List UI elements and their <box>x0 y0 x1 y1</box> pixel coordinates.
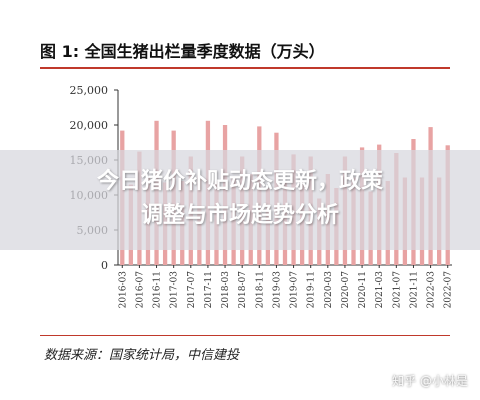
x-tick-label: 2019-07 <box>290 271 300 309</box>
y-tick-label: 0 <box>101 259 108 272</box>
x-tick-label: 2020-03 <box>324 271 334 309</box>
x-tick-label: 2018-07 <box>238 271 248 309</box>
y-tick-label: 20,000 <box>70 119 109 132</box>
source-note: 数据来源：国家统计局，中信建投 <box>44 348 240 363</box>
x-tick-label: 2017-07 <box>187 271 197 309</box>
headline-line-2: 调整与市场趋势分析 <box>140 203 339 228</box>
x-tick-label: 2021-03 <box>375 271 385 309</box>
x-tick-label: 2016-03 <box>118 271 128 309</box>
x-tick-label: 2017-11 <box>204 271 214 308</box>
title-divider <box>40 67 450 69</box>
x-tick-label: 2019-03 <box>272 271 282 309</box>
x-tick-label: 2018-03 <box>221 271 231 309</box>
chart-title: 图 1: 全国生猪出栏量季度数据（万头） <box>40 42 325 61</box>
x-tick-label: 2018-11 <box>255 271 265 308</box>
headline-text: 今日猪价补贴动态更新，政策 调整与市场趋势分析 <box>0 165 480 233</box>
x-tick-label: 2021-07 <box>392 271 402 309</box>
source-divider <box>40 335 450 336</box>
x-tick-label: 2021-11 <box>409 271 419 308</box>
watermark: 知乎 @小林是 <box>392 374 468 388</box>
x-tick-label: 2022-03 <box>427 271 437 309</box>
x-tick-label: 2020-11 <box>358 271 368 308</box>
headline-line-1: 今日猪价补贴动态更新，政策 <box>96 169 383 194</box>
x-tick-label: 2017-03 <box>170 271 180 309</box>
x-tick-label: 2020-07 <box>341 271 351 309</box>
x-tick-label: 2016-07 <box>135 271 145 309</box>
y-tick-label: 25,000 <box>70 84 109 97</box>
x-tick-label: 2019-11 <box>307 271 317 308</box>
x-tick-label: 2022-07 <box>444 271 454 309</box>
headline-banner <box>0 150 480 250</box>
x-tick-label: 2016-11 <box>153 271 163 308</box>
